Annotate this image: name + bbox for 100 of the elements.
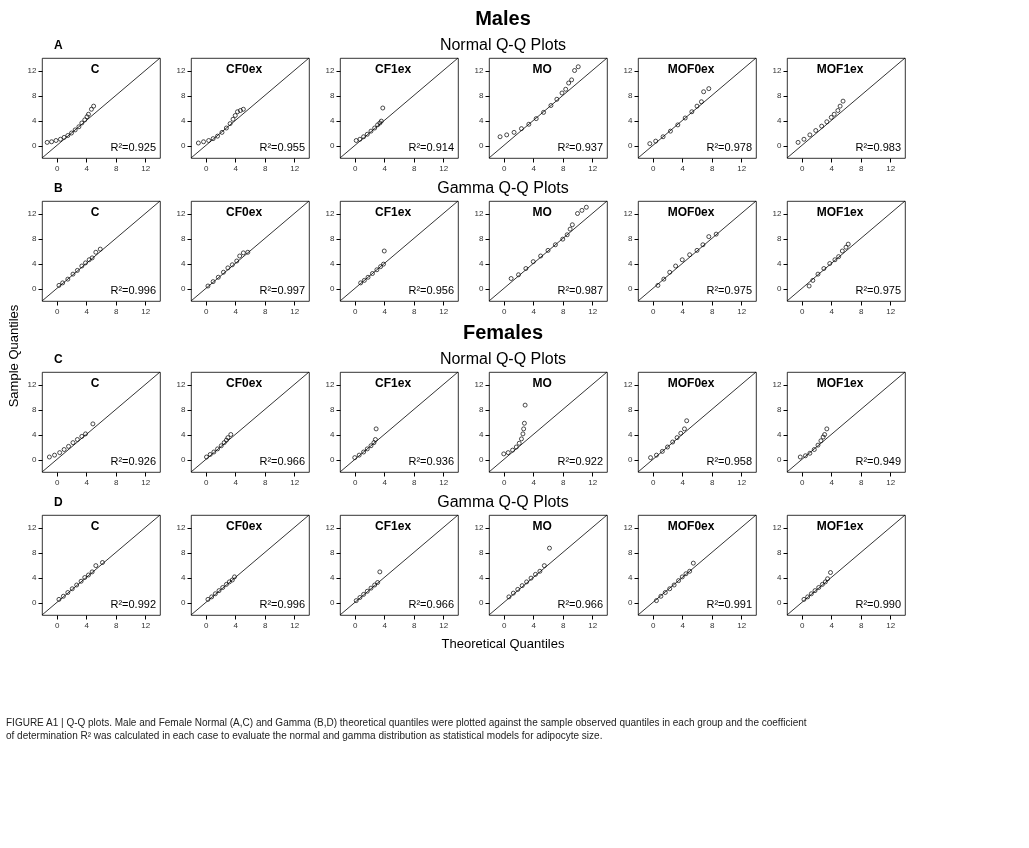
y-tick-label: 8 — [628, 91, 634, 100]
point — [380, 105, 386, 111]
point — [229, 577, 235, 583]
x-tick-label: 4 — [531, 306, 537, 316]
point — [358, 280, 363, 286]
point — [93, 563, 99, 568]
point — [522, 420, 527, 426]
annotation: R²=0.992 — [110, 598, 156, 610]
text: Gamma Q-Q Plots — [437, 179, 569, 196]
y-tick-label: 4 — [479, 116, 485, 125]
annotation: R²=0.955 — [259, 141, 305, 153]
point — [510, 590, 516, 596]
x-tick-label: 0 — [651, 477, 657, 487]
y-tick-label: 8 — [628, 548, 634, 557]
point — [377, 569, 383, 575]
point — [647, 141, 653, 146]
y-tick-label: 12 — [176, 66, 187, 75]
y-tick-label: 0 — [181, 598, 187, 607]
x-tick-label: 8 — [412, 306, 418, 316]
x-tick-label: 0 — [204, 306, 210, 316]
y-tick-label: 4 — [777, 259, 783, 268]
point — [824, 119, 830, 125]
y-tick-label: 12 — [623, 66, 634, 75]
point — [47, 454, 52, 460]
y-tick-label: 8 — [777, 234, 783, 243]
x-tick-label: 4 — [829, 477, 835, 487]
y-tick-label: 8 — [32, 548, 38, 557]
y-tick-label: 12 — [772, 380, 783, 389]
y-tick-label: 4 — [181, 573, 187, 582]
annotation: R²=0.966 — [557, 598, 603, 610]
point — [228, 432, 234, 437]
chart-title: MOF0ex — [667, 62, 715, 76]
x-tick-label: 4 — [829, 163, 835, 173]
x-tick-label: 4 — [382, 306, 388, 316]
point — [821, 266, 827, 271]
point — [816, 585, 822, 590]
x-tick-label: 8 — [561, 620, 567, 630]
annotation: R²=0.996 — [259, 598, 305, 610]
point — [797, 454, 803, 460]
x-tick-label: 12 — [290, 306, 300, 316]
y-tick-label: 4 — [330, 259, 336, 268]
x-tick-label: 0 — [502, 306, 508, 316]
chart-title: MO — [532, 205, 552, 219]
point — [519, 126, 524, 131]
point — [511, 130, 517, 135]
text: Sample Quantiles — [6, 304, 21, 408]
x-tick-label: 4 — [233, 306, 239, 316]
y-tick-label: 8 — [777, 405, 783, 414]
point — [86, 111, 91, 117]
point — [553, 242, 558, 248]
y-tick-label: 8 — [330, 405, 336, 414]
y-tick-label: 0 — [777, 598, 783, 607]
x-tick-label: 0 — [502, 477, 508, 487]
chart-title: MO — [532, 376, 552, 390]
y-tick-label: 4 — [32, 116, 38, 125]
point — [44, 140, 50, 145]
x-tick-label: 4 — [84, 620, 90, 630]
y-tick-label: 4 — [777, 430, 783, 439]
x-tick-label: 4 — [829, 306, 835, 316]
point — [66, 444, 71, 449]
point — [668, 128, 673, 134]
point — [807, 132, 813, 138]
point — [667, 269, 673, 275]
point — [61, 135, 67, 140]
point — [684, 418, 690, 424]
point — [713, 231, 719, 237]
point — [694, 248, 700, 253]
point — [49, 139, 54, 145]
annotation: R²=0.997 — [259, 284, 305, 296]
x-tick-label: 12 — [439, 620, 449, 630]
point — [828, 115, 834, 120]
x-tick-label: 12 — [439, 477, 449, 487]
point — [86, 572, 91, 578]
point — [533, 116, 539, 121]
point — [209, 594, 214, 600]
point — [224, 437, 229, 443]
point — [820, 434, 826, 440]
x-tick-label: 0 — [502, 163, 508, 173]
x-tick-label: 0 — [651, 306, 657, 316]
point — [207, 452, 213, 457]
point — [801, 597, 807, 602]
point — [805, 594, 810, 600]
x-tick-label: 4 — [531, 163, 537, 173]
x-tick-label: 4 — [233, 163, 239, 173]
y-tick-label: 4 — [628, 116, 634, 125]
x-tick-label: 8 — [263, 620, 269, 630]
point — [218, 443, 224, 449]
y-tick-label: 12 — [474, 66, 485, 75]
x-tick-label: 8 — [859, 306, 865, 316]
x-tick-label: 12 — [737, 620, 747, 630]
x-tick-label: 12 — [588, 306, 598, 316]
y-tick-label: 12 — [474, 523, 485, 532]
x-tick-label: 12 — [737, 477, 747, 487]
x-tick-label: 0 — [204, 477, 210, 487]
annotation: R²=0.990 — [855, 598, 901, 610]
point — [567, 226, 573, 232]
point — [364, 131, 370, 137]
point — [381, 248, 387, 254]
annotation: R²=0.991 — [706, 598, 752, 610]
x-tick-label: 8 — [859, 620, 865, 630]
